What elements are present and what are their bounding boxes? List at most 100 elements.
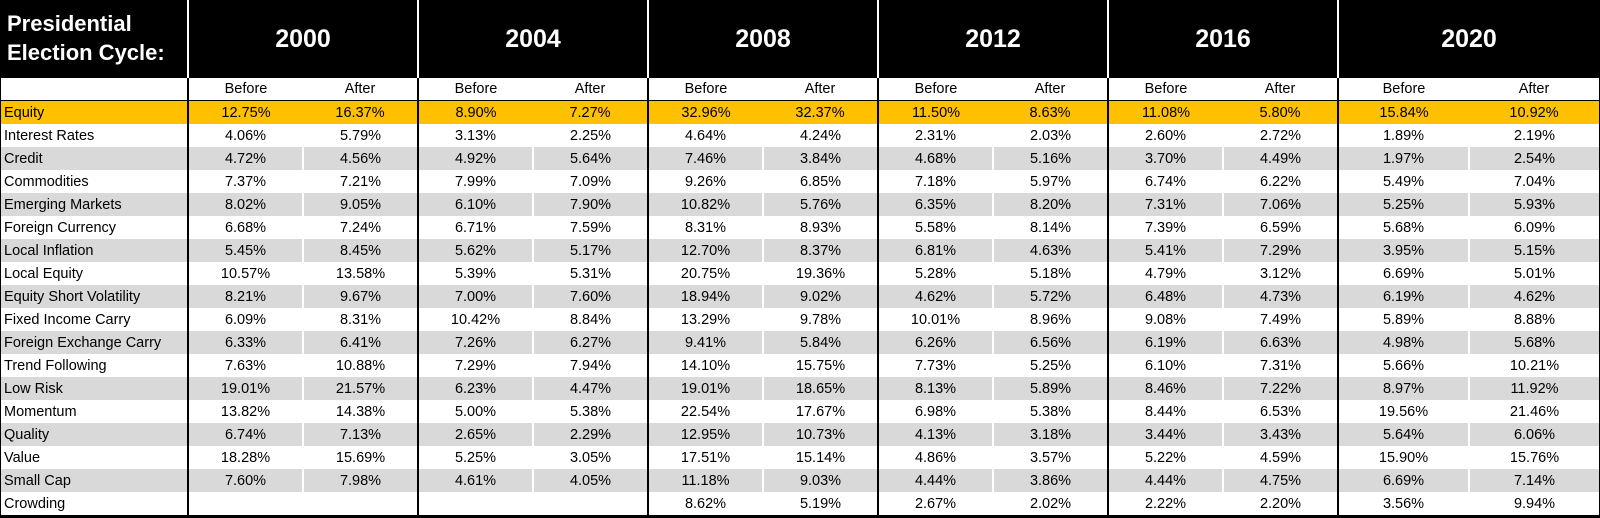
before-value-cell[interactable] bbox=[189, 492, 302, 515]
before-column-header[interactable]: Before bbox=[224, 81, 268, 97]
after-value-cell[interactable]: 15.69% bbox=[302, 446, 417, 469]
before-column-header[interactable]: Before bbox=[454, 81, 498, 97]
before-value-cell[interactable]: 13.82% bbox=[220, 403, 271, 420]
after-value-cell[interactable]: 15.75% bbox=[762, 354, 877, 377]
after-value-cell[interactable]: 4.62% bbox=[1468, 285, 1599, 308]
year-header-2004[interactable]: 2004 bbox=[417, 0, 647, 78]
before-value-cell[interactable]: 20.75% bbox=[680, 265, 731, 282]
after-value-cell[interactable]: 4.24% bbox=[762, 124, 877, 147]
before-value-cell[interactable]: 4.44% bbox=[914, 472, 957, 489]
after-value-cell[interactable]: 7.59% bbox=[532, 216, 647, 239]
before-value-cell[interactable]: 2.65% bbox=[454, 426, 497, 443]
after-value-cell[interactable]: 9.05% bbox=[302, 193, 417, 216]
after-value-cell[interactable]: 3.12% bbox=[1222, 262, 1337, 285]
before-value-cell[interactable]: 2.67% bbox=[914, 495, 957, 512]
before-value-cell[interactable]: 19.01% bbox=[680, 380, 731, 397]
before-value-cell[interactable]: 6.19% bbox=[1382, 288, 1425, 305]
after-value-cell[interactable]: 3.05% bbox=[532, 446, 647, 469]
before-value-cell[interactable]: 5.39% bbox=[454, 265, 497, 282]
row-label[interactable]: Commodities bbox=[4, 173, 89, 190]
after-value-cell[interactable]: 21.57% bbox=[302, 377, 417, 400]
before-value-cell[interactable]: 8.46% bbox=[1144, 380, 1187, 397]
before-value-cell[interactable]: 5.58% bbox=[914, 219, 957, 236]
after-value-cell[interactable]: 32.37% bbox=[795, 104, 845, 121]
before-value-cell[interactable]: 7.99% bbox=[454, 173, 497, 190]
after-value-cell[interactable]: 5.31% bbox=[532, 262, 647, 285]
after-value-cell[interactable]: 5.38% bbox=[992, 400, 1107, 423]
before-value-cell[interactable]: 7.26% bbox=[454, 334, 497, 351]
before-value-cell[interactable]: 7.73% bbox=[914, 357, 957, 374]
before-value-cell[interactable]: 5.28% bbox=[914, 265, 957, 282]
row-label[interactable]: Local Inflation bbox=[4, 242, 94, 259]
after-value-cell[interactable]: 3.43% bbox=[1222, 423, 1337, 446]
year-header-2016[interactable]: 2016 bbox=[1107, 0, 1337, 78]
row-label[interactable]: Fixed Income Carry bbox=[4, 311, 131, 328]
before-value-cell[interactable]: 7.29% bbox=[454, 357, 497, 374]
before-value-cell[interactable]: 11.18% bbox=[681, 472, 730, 489]
after-value-cell[interactable]: 7.98% bbox=[302, 469, 417, 492]
after-value-cell[interactable]: 9.02% bbox=[762, 285, 877, 308]
before-value-cell[interactable]: 10.82% bbox=[680, 196, 731, 213]
before-value-cell[interactable]: 8.97% bbox=[1382, 380, 1425, 397]
after-value-cell[interactable]: 9.78% bbox=[762, 308, 877, 331]
row-label[interactable]: Emerging Markets bbox=[4, 196, 122, 213]
after-value-cell[interactable]: 6.59% bbox=[1222, 216, 1337, 239]
before-value-cell[interactable]: 4.86% bbox=[914, 449, 957, 466]
after-value-cell[interactable]: 6.63% bbox=[1222, 331, 1337, 354]
before-value-cell[interactable]: 5.25% bbox=[454, 449, 497, 466]
before-value-cell[interactable]: 3.44% bbox=[1144, 426, 1187, 443]
after-value-cell[interactable]: 4.75% bbox=[1222, 469, 1337, 492]
before-value-cell[interactable]: 4.98% bbox=[1382, 334, 1425, 351]
before-value-cell[interactable]: 18.28% bbox=[220, 449, 271, 466]
before-value-cell[interactable]: 6.68% bbox=[224, 219, 267, 236]
before-value-cell[interactable]: 6.69% bbox=[1382, 472, 1425, 489]
after-column-header[interactable]: After bbox=[804, 81, 836, 97]
after-value-cell[interactable]: 8.31% bbox=[302, 308, 417, 331]
after-value-cell[interactable]: 5.93% bbox=[1468, 193, 1599, 216]
before-value-cell[interactable]: 6.23% bbox=[454, 380, 497, 397]
after-value-cell[interactable]: 4.49% bbox=[1222, 147, 1337, 170]
before-value-cell[interactable]: 12.75% bbox=[221, 104, 271, 121]
before-value-cell[interactable]: 6.74% bbox=[1144, 173, 1187, 190]
after-value-cell[interactable]: 6.09% bbox=[1468, 216, 1599, 239]
before-value-cell[interactable]: 2.60% bbox=[1144, 127, 1187, 144]
row-label[interactable]: Low Risk bbox=[4, 380, 63, 397]
after-value-cell[interactable]: 2.02% bbox=[992, 492, 1107, 515]
before-value-cell[interactable]: 7.46% bbox=[684, 150, 727, 167]
after-value-cell[interactable]: 5.25% bbox=[992, 354, 1107, 377]
after-value-cell[interactable]: 5.18% bbox=[992, 262, 1107, 285]
before-value-cell[interactable] bbox=[419, 492, 532, 515]
after-value-cell[interactable]: 19.36% bbox=[762, 262, 877, 285]
after-value-cell[interactable]: 7.94% bbox=[532, 354, 647, 377]
before-value-cell[interactable]: 6.74% bbox=[224, 426, 267, 443]
after-value-cell[interactable]: 4.73% bbox=[1222, 285, 1337, 308]
after-value-cell[interactable]: 7.24% bbox=[302, 216, 417, 239]
before-value-cell[interactable]: 4.68% bbox=[914, 150, 957, 167]
after-value-cell[interactable]: 2.03% bbox=[992, 124, 1107, 147]
after-value-cell[interactable]: 5.16% bbox=[992, 147, 1107, 170]
after-column-header[interactable]: After bbox=[1264, 81, 1296, 97]
after-value-cell[interactable]: 7.13% bbox=[302, 423, 417, 446]
after-value-cell[interactable]: 5.19% bbox=[762, 492, 877, 515]
before-value-cell[interactable]: 7.37% bbox=[224, 173, 267, 190]
before-column-header[interactable]: Before bbox=[1382, 81, 1426, 97]
row-label[interactable]: Small Cap bbox=[4, 472, 71, 489]
before-value-cell[interactable]: 8.44% bbox=[1144, 403, 1187, 420]
row-label[interactable]: Crowding bbox=[4, 495, 66, 512]
after-value-cell[interactable]: 14.38% bbox=[302, 400, 417, 423]
before-value-cell[interactable]: 14.10% bbox=[680, 357, 731, 374]
after-value-cell[interactable]: 11.92% bbox=[1468, 377, 1599, 400]
row-label[interactable]: Quality bbox=[4, 426, 50, 443]
before-value-cell[interactable]: 15.84% bbox=[1379, 104, 1429, 121]
before-value-cell[interactable]: 6.71% bbox=[454, 219, 497, 236]
before-value-cell[interactable]: 5.00% bbox=[454, 403, 497, 420]
after-value-cell[interactable]: 9.94% bbox=[1468, 492, 1599, 515]
after-value-cell[interactable]: 7.21% bbox=[302, 170, 417, 193]
before-value-cell[interactable]: 19.56% bbox=[1378, 403, 1429, 420]
before-value-cell[interactable]: 4.44% bbox=[1144, 472, 1187, 489]
before-value-cell[interactable]: 15.90% bbox=[1378, 449, 1429, 466]
after-value-cell[interactable]: 3.57% bbox=[992, 446, 1107, 469]
after-value-cell[interactable]: 2.72% bbox=[1222, 124, 1337, 147]
after-value-cell[interactable]: 5.72% bbox=[992, 285, 1107, 308]
year-header-2012[interactable]: 2012 bbox=[877, 0, 1107, 78]
